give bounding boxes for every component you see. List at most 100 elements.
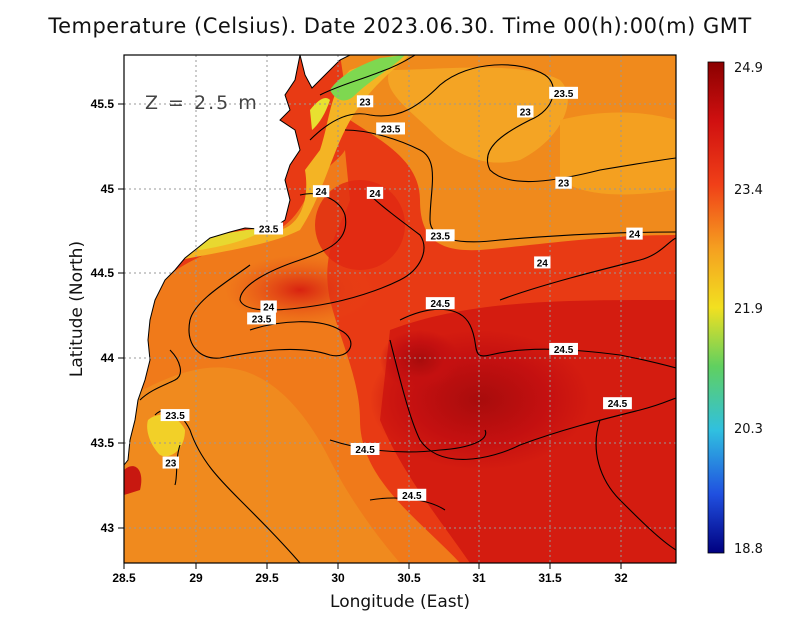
- contour-label-bg: [160, 409, 190, 422]
- x-tick-label: 32: [614, 571, 628, 585]
- contour-label: 23.5: [425, 229, 455, 242]
- contour-label-text: 23.5: [165, 411, 185, 422]
- contour-label-bg: [356, 95, 374, 108]
- southwest-red-patch: [124, 466, 142, 495]
- contour-label: 23.5: [254, 222, 284, 236]
- coastal-yellow-patch-2: [190, 228, 265, 250]
- contour-label-text: 23.5: [252, 314, 272, 325]
- contour-label-text: 23.5: [430, 231, 450, 242]
- y-tick-label: 44: [101, 351, 115, 365]
- contour-label-text: 24: [263, 303, 275, 314]
- contour-label-text: 24.5: [355, 445, 375, 456]
- contour-label-bg: [260, 300, 277, 313]
- contour-label: 23: [356, 95, 374, 108]
- plot-frame: [123, 54, 677, 564]
- contour-label-bg: [534, 256, 551, 269]
- y-tick-label: 45.5: [91, 97, 115, 111]
- contour-label-bg: [376, 122, 405, 135]
- contour-label-text: 24: [369, 189, 381, 200]
- colorbar-label: 18.8: [734, 542, 763, 557]
- x-axis-title: Longitude (East): [330, 592, 470, 612]
- x-tick-labels: 28.5 29 29.5 30 30.5 31 31.5 32: [112, 571, 628, 585]
- contour-label-bg: [603, 397, 632, 410]
- land-mass: [124, 55, 301, 466]
- contour-label: 23.5: [549, 86, 578, 100]
- contour-label-bg: [517, 105, 534, 118]
- contour-label-bg: [549, 86, 578, 99]
- northeast-cool-patch: [560, 112, 676, 195]
- y-tick-label: 45: [101, 182, 115, 196]
- colorbar-labels: 24.9 23.4 21.9 20.3 18.8: [734, 61, 763, 557]
- contour-label-text: 23: [520, 107, 532, 118]
- coastal-yellow-patch: [310, 98, 330, 130]
- x-tick-label: 31: [472, 571, 486, 585]
- x-tick-label: 30.5: [397, 571, 421, 585]
- contour-label: 24: [366, 186, 384, 200]
- contour-label-text: 23: [359, 97, 371, 108]
- contour-label-text: 24.5: [430, 299, 450, 310]
- x-tick-label: 29: [189, 571, 203, 585]
- contour-label-text: 24.5: [402, 491, 422, 502]
- y-tick-label: 43: [101, 521, 115, 535]
- contour-label-bg: [312, 185, 330, 198]
- land-lagoon: [299, 55, 351, 89]
- y-axis-title: Latitude (North): [67, 241, 87, 377]
- x-tick-label: 30: [331, 571, 345, 585]
- contour-label-text: 23: [558, 179, 570, 190]
- colorbar-label: 20.3: [734, 422, 763, 437]
- contour-label-bg: [549, 342, 578, 355]
- contour-label-text: 23.5: [259, 225, 279, 236]
- hot-core-2: [380, 330, 460, 390]
- contour-label-text: 24: [316, 187, 328, 198]
- contour-label-text: 24.5: [608, 399, 628, 410]
- contour-label-bg: [425, 229, 455, 242]
- contour-label: 23.5: [376, 122, 405, 135]
- southwest-orange: [124, 367, 400, 563]
- colorbar-label: 23.4: [734, 183, 763, 198]
- central-warm-lobe: [315, 180, 405, 270]
- coastal-green-patch: [330, 55, 405, 101]
- contour-label: 24.5: [549, 342, 578, 356]
- tick-marks: [118, 103, 622, 569]
- contour-label: 23.5: [160, 409, 190, 422]
- contour-label-bg: [397, 488, 427, 501]
- depth-label: Z = 2.5 m: [145, 92, 259, 114]
- x-tick-label: 29.5: [255, 571, 279, 585]
- contour-label-text: 23: [165, 459, 177, 470]
- colorbar: [707, 61, 725, 554]
- contour-label: 24.5: [397, 488, 427, 502]
- contour-label-text: 24: [629, 230, 641, 241]
- contour-label-bg: [247, 312, 276, 325]
- contour-label: 24: [534, 256, 551, 269]
- contour-label-bg: [626, 227, 643, 240]
- contour-label-text: 23.5: [381, 124, 401, 135]
- y-tick-label: 44.5: [91, 266, 115, 280]
- contour-label-bg: [555, 176, 572, 189]
- contour-label: 23: [555, 176, 572, 190]
- contour-label: 24: [626, 227, 643, 241]
- contour-label: 24.5: [603, 397, 632, 410]
- contour-label-text: 24.5: [554, 345, 574, 356]
- contour-label-bg: [254, 222, 284, 235]
- contour-label: 23.5: [247, 312, 276, 325]
- contour-label: 24: [260, 300, 277, 314]
- contour-label-bg: [366, 186, 384, 199]
- plot-area: [124, 55, 676, 563]
- contour-label: 24.5: [425, 297, 455, 310]
- contour-label: 24: [312, 185, 330, 198]
- x-tick-label: 28.5: [112, 571, 136, 585]
- colorbar-label: 21.9: [734, 302, 763, 317]
- y-tick-labels: 45.5 45 44.5 44 43.5 43: [91, 97, 115, 535]
- contour-label-bg: [425, 297, 455, 310]
- contour-label-text: 24: [537, 258, 549, 269]
- x-tick-label: 31.5: [538, 571, 562, 585]
- colorbar-label: 24.9: [734, 61, 763, 76]
- map-title: Temperature (Celsius). Date 2023.06.30. …: [48, 14, 752, 38]
- southwest-yellow-patch: [147, 414, 185, 457]
- y-tick-label: 43.5: [91, 436, 115, 450]
- contour-label: 23: [162, 456, 179, 470]
- contour-label: 24.5: [350, 442, 380, 456]
- contour-label: 23: [517, 105, 534, 118]
